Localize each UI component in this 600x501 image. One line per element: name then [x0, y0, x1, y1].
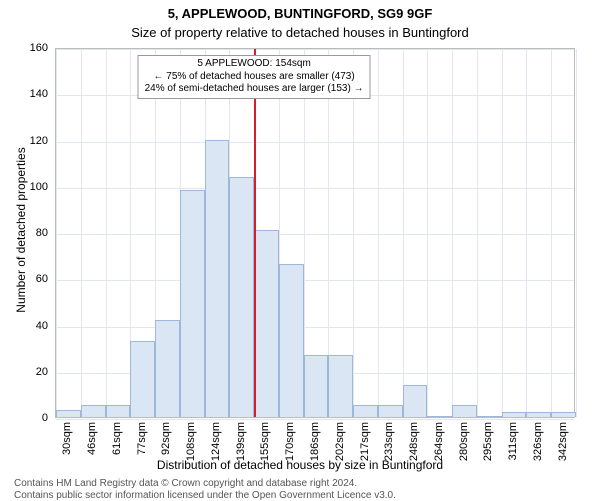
gridline-v: [526, 49, 527, 417]
histogram-bar: [180, 190, 205, 417]
gridline-v: [452, 49, 453, 417]
xtick-label: 170sqm: [284, 422, 296, 461]
xtick-label: 248sqm: [408, 422, 420, 461]
xtick-label: 264sqm: [433, 422, 445, 461]
annotation-box: 5 APPLEWOOD: 154sqm← 75% of detached hou…: [138, 55, 371, 99]
xtick-label: 233sqm: [383, 422, 395, 461]
ytick-label: 120: [8, 135, 48, 147]
gridline-h: [56, 280, 574, 281]
gridline-v: [502, 49, 503, 417]
gridline-h: [56, 327, 574, 328]
ytick-label: 60: [8, 273, 48, 285]
chart-title: 5, APPLEWOOD, BUNTINGFORD, SG9 9GF: [0, 6, 600, 21]
xtick-label: 124sqm: [210, 422, 222, 461]
xtick-label: 61sqm: [111, 422, 123, 455]
gridline-v: [403, 49, 404, 417]
gridline-h: [56, 234, 574, 235]
ytick-label: 100: [8, 181, 48, 193]
gridline-h: [56, 188, 574, 189]
gridline-v: [477, 49, 478, 417]
plot-area: 5 APPLEWOOD: 154sqm← 75% of detached hou…: [55, 48, 575, 418]
gridline-h: [56, 419, 574, 420]
histogram-bar: [452, 405, 477, 417]
histogram-bar: [427, 416, 452, 417]
ytick-label: 80: [8, 227, 48, 239]
xtick-label: 186sqm: [309, 422, 321, 461]
histogram-bar: [279, 264, 304, 417]
annot-line-2: ← 75% of detached houses are smaller (47…: [145, 71, 364, 84]
histogram-bar: [155, 320, 180, 417]
histogram-bar: [378, 405, 403, 417]
xtick-label: 139sqm: [235, 422, 247, 461]
histogram-bar: [353, 405, 378, 417]
histogram-bar: [403, 385, 428, 417]
histogram-bar: [81, 405, 106, 417]
gridline-v: [551, 49, 552, 417]
xtick-label: 311sqm: [507, 422, 519, 460]
ytick-label: 0: [8, 412, 48, 424]
footer-line-2: Contains public sector information licen…: [14, 490, 396, 501]
histogram-bar: [205, 140, 230, 418]
ytick-label: 140: [8, 88, 48, 100]
gridline-v: [353, 49, 354, 417]
xtick-label: 77sqm: [136, 422, 148, 455]
annot-line-3: 24% of semi-detached houses are larger (…: [145, 83, 364, 96]
gridline-v: [576, 49, 577, 417]
ytick-label: 40: [8, 320, 48, 332]
property-size-chart: 5, APPLEWOOD, BUNTINGFORD, SG9 9GF Size …: [0, 0, 600, 500]
xtick-label: 326sqm: [532, 422, 544, 461]
xtick-label: 30sqm: [61, 422, 73, 455]
histogram-bar: [304, 355, 329, 417]
xtick-label: 46sqm: [86, 422, 98, 455]
gridline-v: [106, 49, 107, 417]
histogram-bar: [551, 412, 576, 417]
annot-line-1: 5 APPLEWOOD: 154sqm: [145, 58, 364, 71]
gridline-h: [56, 142, 574, 143]
histogram-bar: [502, 412, 527, 417]
ytick-label: 20: [8, 366, 48, 378]
xtick-label: 295sqm: [482, 422, 494, 461]
xtick-label: 202sqm: [334, 422, 346, 461]
footer-line-1: Contains HM Land Registry data © Crown c…: [14, 478, 357, 489]
xtick-label: 108sqm: [185, 422, 197, 461]
chart-subtitle: Size of property relative to detached ho…: [0, 25, 600, 40]
histogram-bar: [254, 230, 279, 417]
gridline-v: [56, 49, 57, 417]
xtick-label: 280sqm: [458, 422, 470, 461]
histogram-bar: [106, 405, 131, 417]
histogram-bar: [477, 416, 502, 417]
histogram-bar: [229, 177, 254, 418]
ytick-label: 160: [8, 42, 48, 54]
xtick-label: 155sqm: [259, 422, 271, 461]
gridline-v: [81, 49, 82, 417]
xtick-label: 342sqm: [557, 422, 569, 461]
histogram-bar: [328, 355, 353, 417]
xtick-label: 217sqm: [359, 422, 371, 461]
histogram-bar: [526, 412, 551, 417]
gridline-v: [427, 49, 428, 417]
gridline-h: [56, 49, 574, 50]
xtick-label: 92sqm: [160, 422, 172, 455]
histogram-bar: [130, 341, 155, 417]
histogram-bar: [56, 410, 81, 417]
gridline-v: [378, 49, 379, 417]
reference-line: [254, 49, 256, 417]
